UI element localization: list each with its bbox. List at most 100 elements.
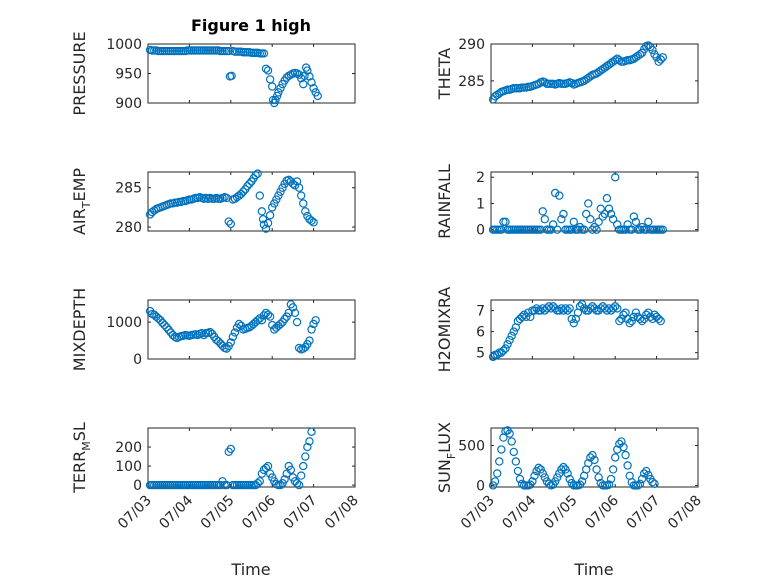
data-point xyxy=(569,217,579,227)
data-point xyxy=(309,84,318,93)
data-point xyxy=(276,84,285,93)
data-point xyxy=(598,212,607,221)
x-axis-label-left: Time xyxy=(230,560,270,579)
subplot-mixdepth: 0 1000 MIXDEPTH xyxy=(70,288,356,371)
data-point xyxy=(575,302,585,311)
data-point xyxy=(509,447,518,457)
data-point xyxy=(611,173,620,182)
data-point xyxy=(243,181,252,191)
data-point xyxy=(536,465,545,474)
data-point xyxy=(299,79,308,89)
data-point xyxy=(286,465,296,475)
data-point xyxy=(511,457,521,466)
data-point xyxy=(540,473,550,482)
data-point xyxy=(553,225,562,234)
data-point xyxy=(255,191,264,200)
data-point xyxy=(656,55,665,64)
y-tick-label: 280 xyxy=(115,220,142,236)
data-point xyxy=(577,300,587,309)
data-point xyxy=(162,323,171,332)
data-point xyxy=(501,344,510,353)
y-tick-label: 0 xyxy=(133,478,142,494)
data-point xyxy=(625,318,634,328)
data-point xyxy=(579,225,589,234)
y-tick-label: 200 xyxy=(115,440,142,456)
data-point xyxy=(635,50,645,59)
data-point xyxy=(261,224,271,233)
data-point xyxy=(540,78,550,87)
data-point xyxy=(548,220,558,229)
data-point xyxy=(160,320,169,330)
data-point xyxy=(154,314,163,323)
data-point xyxy=(637,474,647,484)
data-point xyxy=(307,325,316,334)
data-point xyxy=(307,427,316,437)
x-tick-label: 07/07 xyxy=(624,493,664,533)
data-point xyxy=(596,204,605,213)
data-point xyxy=(635,479,645,489)
y-axis-label: TERRMSL xyxy=(70,422,93,494)
data-point xyxy=(635,225,645,234)
data-point xyxy=(546,225,556,234)
data-point xyxy=(557,465,566,474)
data-point xyxy=(602,194,612,203)
data-point xyxy=(493,469,502,478)
data-point xyxy=(627,316,636,326)
data-point xyxy=(613,220,622,229)
data-point xyxy=(615,316,624,326)
data-point xyxy=(303,66,312,75)
axes-frame xyxy=(490,43,699,104)
data-point xyxy=(615,56,624,65)
y-tick-label: 5 xyxy=(476,346,485,362)
x-axis-label-right: Time xyxy=(573,560,613,579)
data-point xyxy=(245,179,254,188)
y-tick-label: 290 xyxy=(458,37,485,53)
subplot-pressure: 900 950 1000 PRESSURE xyxy=(70,31,356,116)
x-tick-label: 07/06 xyxy=(582,492,622,532)
data-point xyxy=(586,214,595,224)
data-point xyxy=(608,214,618,224)
data-point xyxy=(253,169,262,178)
data-point xyxy=(550,304,560,313)
data-point xyxy=(164,325,173,335)
data-point xyxy=(530,306,539,315)
data-point xyxy=(550,477,560,486)
data-point xyxy=(648,314,657,324)
data-point xyxy=(259,49,269,58)
data-point xyxy=(257,316,267,325)
data-point xyxy=(629,212,639,221)
data-point xyxy=(222,480,231,490)
data-point xyxy=(582,209,591,219)
data-point xyxy=(532,304,541,313)
data-point xyxy=(567,314,576,324)
data-point xyxy=(637,316,647,326)
data-point xyxy=(290,181,300,190)
data-point xyxy=(608,304,618,313)
data-point xyxy=(604,480,614,489)
data-point xyxy=(505,335,514,345)
data-point xyxy=(294,480,304,490)
y-tick-label: 1000 xyxy=(106,315,142,331)
data-point xyxy=(575,222,585,232)
y-tick-label: 0 xyxy=(133,352,142,368)
data-point xyxy=(611,56,620,65)
data-point xyxy=(534,79,543,89)
data-point xyxy=(561,304,570,313)
data-point xyxy=(288,303,298,312)
data-point xyxy=(656,316,665,326)
data-point xyxy=(567,225,576,234)
data-point xyxy=(263,310,273,319)
data-point xyxy=(623,220,632,229)
axes-frame xyxy=(147,427,356,488)
data-point xyxy=(268,320,277,330)
data-point xyxy=(569,318,579,328)
data-point xyxy=(561,465,570,474)
data-point xyxy=(271,95,280,105)
data-point xyxy=(517,479,527,489)
data-point xyxy=(274,191,283,200)
data-point xyxy=(309,218,318,227)
data-point xyxy=(590,222,599,232)
data-point xyxy=(270,199,279,208)
data-point xyxy=(226,338,235,347)
